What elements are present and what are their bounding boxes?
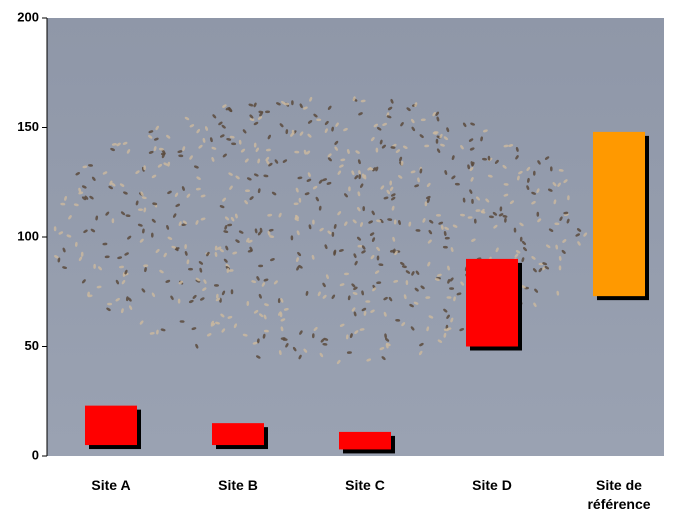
bird (436, 139, 439, 144)
bird (151, 233, 154, 238)
y-tick-label: 0 (32, 447, 39, 462)
bar (593, 132, 645, 296)
bird (178, 299, 181, 304)
bar (85, 406, 137, 445)
bar (212, 423, 264, 445)
bird (54, 226, 57, 231)
bird (362, 206, 365, 211)
x-tick-label: Site D (447, 476, 537, 495)
x-tick-label: Site de référence (574, 476, 664, 514)
bird (245, 189, 250, 192)
bar (339, 432, 391, 450)
chart-svg: 0 50 100 150 200 (0, 0, 674, 520)
y-tick-label: 150 (17, 119, 39, 134)
bird (348, 186, 351, 191)
y-tick-label: 100 (17, 228, 39, 243)
bird (537, 212, 540, 217)
x-tick-label: Site B (193, 476, 283, 495)
x-tick-label: Site A (66, 476, 156, 495)
x-tick-label: Site C (320, 476, 410, 495)
y-tick-label: 50 (25, 338, 39, 353)
photo-background (47, 18, 664, 456)
bird (316, 119, 321, 122)
chart: 0 50 100 150 200 Site A Site B Site C Site D Sit… (0, 0, 674, 520)
bird (358, 245, 363, 248)
y-tick-label: 200 (17, 9, 39, 24)
bar (466, 259, 518, 347)
bird (143, 165, 146, 170)
bird (559, 265, 562, 270)
